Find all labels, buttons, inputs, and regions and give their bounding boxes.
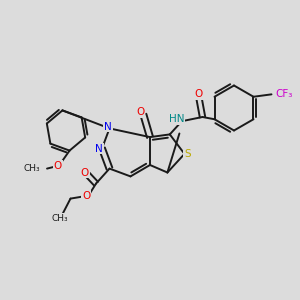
Text: N: N xyxy=(95,143,103,154)
Text: O: O xyxy=(136,107,145,117)
Text: O: O xyxy=(53,160,62,171)
Text: CF₃: CF₃ xyxy=(275,89,293,99)
Text: HN: HN xyxy=(169,114,184,124)
Text: O: O xyxy=(80,167,89,178)
Text: O: O xyxy=(195,89,203,100)
Text: CH₃: CH₃ xyxy=(52,214,68,223)
Text: N: N xyxy=(104,122,112,132)
Text: O: O xyxy=(82,190,90,201)
Text: S: S xyxy=(184,149,191,159)
Text: CH₃: CH₃ xyxy=(24,164,40,173)
